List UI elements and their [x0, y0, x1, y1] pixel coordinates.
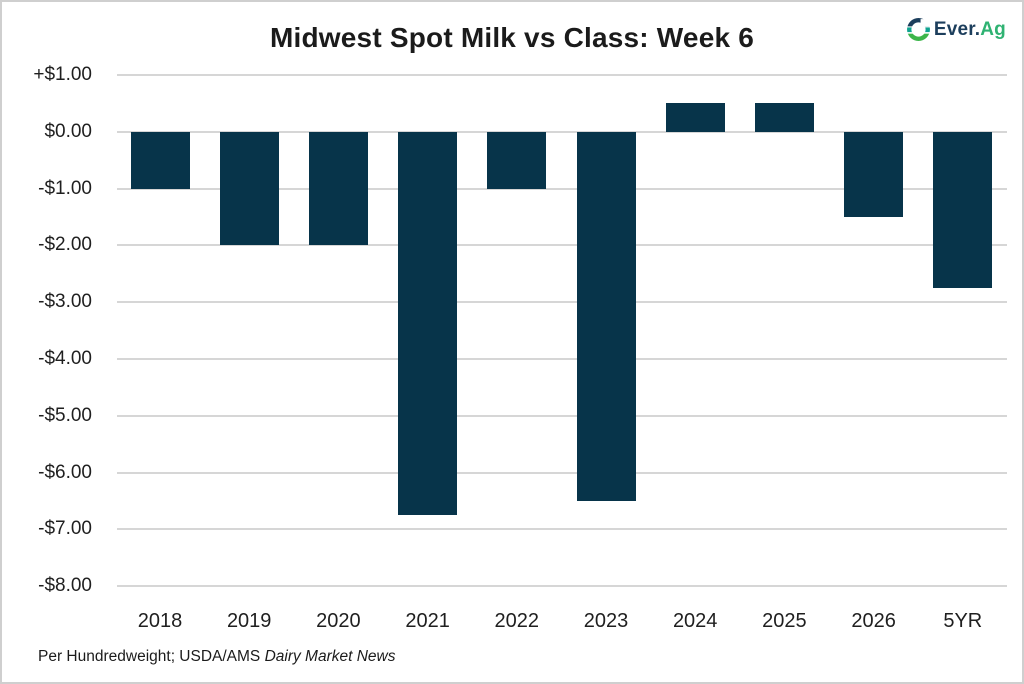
- y-tick-label: -$5.00: [38, 404, 92, 426]
- bar-2024: [665, 103, 725, 132]
- bar-2026: [844, 131, 904, 217]
- bar-2018: [130, 131, 190, 189]
- bar-2021: [398, 131, 458, 516]
- gridline: [117, 74, 1007, 76]
- x-tick-label-2020: 2020: [316, 610, 361, 632]
- gridline: [117, 414, 1007, 417]
- bar-2019: [219, 131, 279, 246]
- footnote-plain: Per Hundredweight; USDA/AMS: [38, 648, 265, 665]
- gridline: [117, 130, 1007, 133]
- bar-5yr: [933, 131, 993, 288]
- gridline: [117, 187, 1007, 190]
- chart-title: Midwest Spot Milk vs Class: Week 6: [270, 22, 754, 53]
- bar-2020: [308, 131, 368, 246]
- gridline: [117, 358, 1007, 360]
- x-tick-label-2025: 2025: [762, 610, 807, 632]
- bar-2025: [754, 103, 814, 132]
- everag-logo-text-ag: Ag: [980, 18, 1006, 40]
- gridline: [117, 528, 1007, 531]
- y-tick-label: $0.00: [44, 120, 92, 142]
- x-tick-label-5yr: 5YR: [943, 610, 983, 632]
- gridline: [117, 471, 1007, 474]
- y-tick-label: -$8.00: [38, 575, 92, 597]
- source-footnote: Per Hundredweight; USDA/AMS Dairy Market…: [38, 648, 396, 666]
- footnote-italic: Dairy Market News: [264, 648, 396, 665]
- everag-logo: Ever.Ag: [906, 17, 1006, 42]
- gridline: [117, 244, 1007, 247]
- x-tick-label-2021: 2021: [405, 610, 450, 632]
- everag-logo-text: Ever.Ag: [934, 19, 1006, 41]
- y-tick-label: -$3.00: [38, 291, 92, 313]
- x-tick-label-2022: 2022: [494, 610, 540, 632]
- bar-2022: [487, 131, 547, 189]
- x-tick-label-2024: 2024: [672, 610, 718, 632]
- y-tick-label: -$1.00: [38, 177, 92, 199]
- y-tick-label: -$2.00: [38, 234, 92, 256]
- gridline: [117, 585, 1007, 588]
- x-tick-label-2023: 2023: [583, 610, 629, 632]
- bar-2023: [576, 131, 636, 501]
- x-tick-label-2019: 2019: [226, 610, 272, 632]
- everag-logo-text-ever: Ever.: [933, 18, 981, 40]
- gridline: [117, 301, 1007, 304]
- y-tick-label: -$4.00: [38, 348, 92, 369]
- y-tick-label: +$1.00: [33, 64, 92, 85]
- everag-logo-icon: [906, 17, 931, 42]
- x-tick-label-2018: 2018: [137, 610, 183, 632]
- x-tick-label-2026: 2026: [851, 610, 896, 632]
- y-tick-label: -$7.00: [38, 518, 92, 540]
- y-tick-label: -$6.00: [38, 461, 92, 483]
